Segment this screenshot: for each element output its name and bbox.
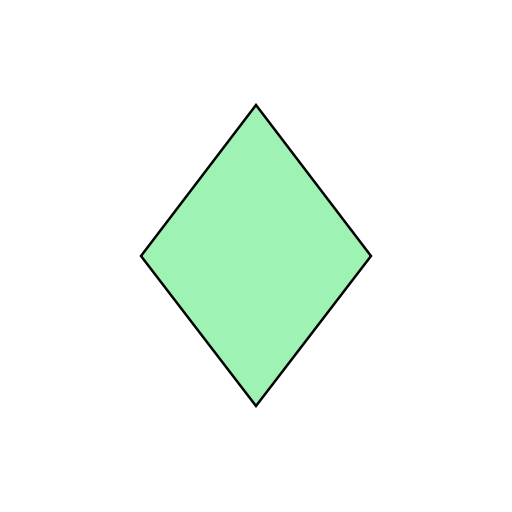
rhombus-shape xyxy=(139,102,373,409)
